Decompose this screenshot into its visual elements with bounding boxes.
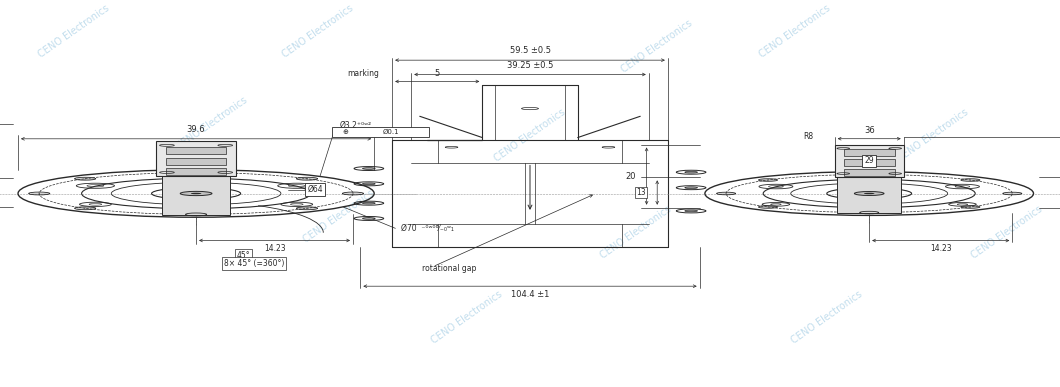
Text: Ø0.1: Ø0.1: [383, 129, 400, 135]
Text: Ø70  ⁻⁰ʷ⁰⁶⁄₋₀ʷ₁: Ø70 ⁻⁰ʷ⁰⁶⁄₋₀ʷ₁: [401, 224, 454, 233]
Text: CENO Electronics: CENO Electronics: [758, 3, 832, 59]
Ellipse shape: [864, 193, 874, 194]
Text: 5: 5: [435, 69, 440, 78]
Text: 14.23: 14.23: [264, 244, 285, 253]
Text: CENO Electronics: CENO Electronics: [896, 107, 970, 164]
Text: 13: 13: [636, 188, 647, 197]
Bar: [162, 172, 230, 215]
Text: CENO Electronics: CENO Electronics: [599, 204, 673, 260]
Bar: [844, 168, 895, 175]
Text: CENO Electronics: CENO Electronics: [37, 3, 111, 59]
Text: 59.5 ±0.5: 59.5 ±0.5: [510, 46, 550, 55]
Bar: [166, 147, 226, 154]
Text: ⊕: ⊕: [342, 129, 349, 135]
Text: 39.6: 39.6: [187, 125, 206, 134]
Text: CENO Electronics: CENO Electronics: [493, 107, 567, 164]
Text: CENO Electronics: CENO Electronics: [175, 96, 249, 152]
Text: 20: 20: [625, 171, 636, 181]
Ellipse shape: [191, 193, 201, 194]
Text: 104.4 ±1: 104.4 ±1: [511, 290, 549, 299]
Text: 8× 45° (=360°): 8× 45° (=360°): [225, 259, 284, 268]
Bar: [166, 158, 226, 165]
Ellipse shape: [685, 171, 697, 173]
Text: CENO Electronics: CENO Electronics: [281, 3, 355, 59]
Bar: [837, 174, 901, 213]
Ellipse shape: [180, 192, 212, 195]
Text: R8: R8: [803, 132, 813, 141]
Text: rotational gap: rotational gap: [422, 264, 476, 273]
Text: 29: 29: [864, 156, 874, 166]
Text: CENO Electronics: CENO Electronics: [429, 289, 503, 346]
Bar: [835, 144, 904, 177]
FancyBboxPatch shape: [332, 127, 429, 137]
Text: 14.23: 14.23: [930, 244, 952, 253]
Text: CENO Electronics: CENO Electronics: [790, 289, 864, 346]
Text: 45°: 45°: [237, 251, 250, 260]
Text: CENO Electronics: CENO Electronics: [302, 188, 376, 245]
Text: 36: 36: [864, 126, 874, 135]
Ellipse shape: [685, 187, 697, 188]
Ellipse shape: [685, 210, 697, 212]
Ellipse shape: [363, 183, 375, 185]
Text: marking: marking: [348, 69, 379, 78]
Text: 39.25 ±0.5: 39.25 ±0.5: [507, 62, 553, 70]
Bar: [844, 149, 895, 156]
Text: CENO Electronics: CENO Electronics: [970, 204, 1044, 260]
Bar: [844, 159, 895, 166]
Text: Ø3.2⁺⁰ʷ²: Ø3.2⁺⁰ʷ²: [339, 121, 371, 130]
Ellipse shape: [363, 168, 375, 170]
Text: CENO Electronics: CENO Electronics: [620, 18, 694, 75]
Ellipse shape: [363, 202, 375, 204]
Text: Ø64: Ø64: [307, 185, 323, 194]
Ellipse shape: [363, 217, 375, 219]
Bar: [166, 168, 226, 175]
Bar: [157, 142, 235, 176]
Ellipse shape: [854, 192, 884, 195]
